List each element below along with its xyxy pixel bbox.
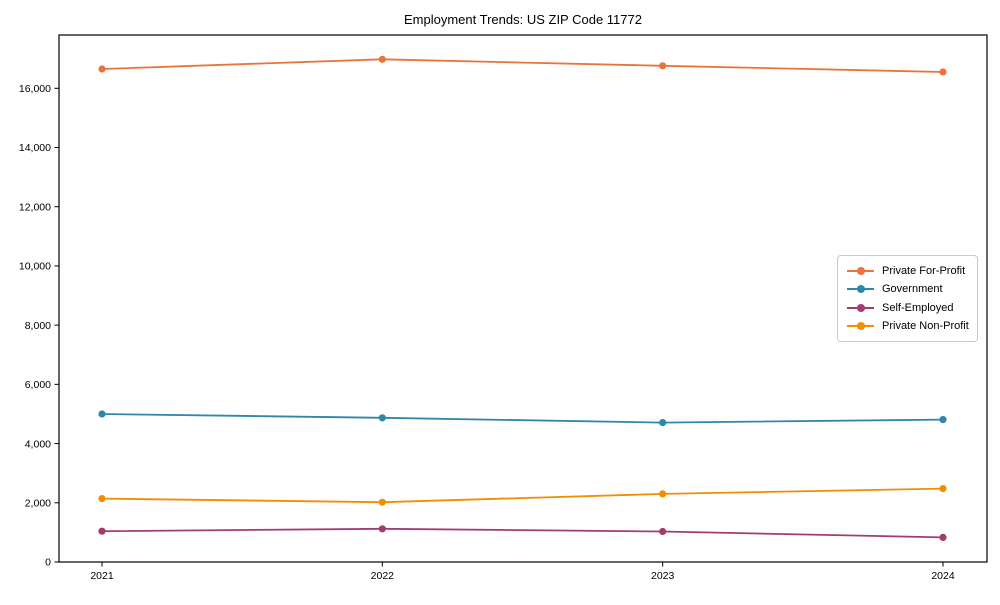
series-line — [101, 413, 944, 424]
legend-item: Private Non-Profit — [847, 317, 969, 335]
data-point — [659, 527, 667, 536]
legend-marker-icon — [847, 266, 874, 276]
y-tick-label: 12,000 — [19, 201, 51, 213]
x-tick-label: 2023 — [651, 570, 675, 582]
data-point — [98, 527, 106, 535]
y-tick-label: 8,000 — [25, 320, 51, 332]
data-point — [98, 65, 106, 73]
data-point — [378, 414, 386, 422]
legend-item-label: Private Non-Profit — [882, 319, 969, 332]
x-tick-label: 2022 — [371, 570, 395, 582]
legend-marker-icon — [847, 303, 874, 313]
legend-item-label: Private For-Profit — [882, 265, 966, 277]
legend-item: Self-Employed — [847, 299, 968, 317]
data-point — [378, 525, 386, 533]
legend-marker-icon — [847, 321, 874, 331]
chart-title: Employment Trends: US ZIP Code 11772 — [404, 12, 642, 27]
legend-marker-icon — [847, 284, 874, 294]
x-tick-label: 2024 — [931, 570, 955, 582]
data-point — [659, 490, 667, 498]
y-tick-label: 4,000 — [25, 438, 51, 450]
data-point — [659, 62, 667, 70]
legend-item-label: Self-Employed — [882, 301, 954, 314]
data-point — [98, 495, 106, 503]
y-tick-label: 0 — [45, 557, 51, 569]
data-point — [98, 410, 106, 418]
axes-frame — [58, 34, 988, 563]
series-line — [101, 527, 944, 539]
y-tick-label: 6,000 — [25, 379, 51, 391]
data-point — [378, 55, 386, 63]
data-point — [939, 416, 947, 424]
y-tick-label: 16,000 — [19, 83, 51, 95]
series-line — [101, 487, 944, 504]
legend-item-label: Government — [882, 283, 943, 296]
legend-item: Private For-Profit — [847, 262, 968, 280]
y-tick-label: 2,000 — [25, 497, 51, 509]
legend: Private For-Profit Government Self-Employe… — [837, 255, 978, 342]
data-point — [939, 485, 947, 493]
data-point — [659, 419, 667, 427]
plot-area: 0 2,000 4,000 6,000 8,000 10,000 12,000 14,000 1… — [19, 34, 988, 582]
y-tick-label: 10,000 — [19, 261, 51, 273]
legend-item: Government — [847, 280, 968, 298]
series-line — [101, 58, 944, 73]
x-tick-label: 2021 — [90, 570, 114, 582]
data-point — [378, 498, 386, 506]
y-tick-label: 14,000 — [19, 142, 51, 154]
data-point — [939, 68, 947, 76]
data-point — [939, 533, 947, 542]
